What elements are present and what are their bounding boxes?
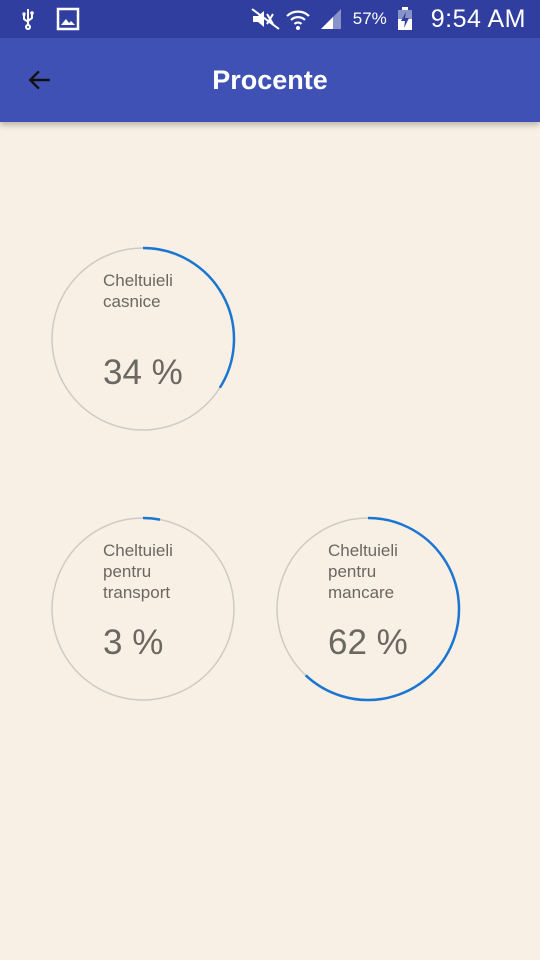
card-label-line: pentru bbox=[328, 562, 377, 581]
card-label-line: Cheltuieli bbox=[103, 541, 173, 560]
percent-card-transport: Cheltuieli pentru transport 3 % bbox=[50, 516, 236, 702]
progress-ring bbox=[51, 516, 235, 701]
clock: 9:54 AM bbox=[430, 5, 526, 33]
card-label-line: casnice bbox=[103, 292, 161, 311]
ring-progress-arc bbox=[142, 516, 161, 521]
percent-value: 3 % bbox=[103, 623, 164, 662]
gallery-icon bbox=[56, 7, 80, 31]
ring-progress-arc bbox=[304, 516, 461, 702]
percent-card-household: Cheltuieli casnice 34 % bbox=[50, 246, 236, 432]
wifi-icon bbox=[285, 7, 310, 31]
card-label: Cheltuieli pentru mancare bbox=[328, 540, 448, 603]
signal-icon bbox=[319, 7, 343, 31]
battery-charging-icon bbox=[397, 7, 421, 31]
ring-progress-arc bbox=[142, 246, 236, 389]
status-bar: 57% 9:54 AM bbox=[0, 0, 540, 38]
mute-icon bbox=[251, 7, 280, 31]
progress-ring bbox=[51, 246, 236, 431]
back-arrow-icon bbox=[27, 67, 53, 98]
percent-card-food: Cheltuieli pentru mancare 62 % bbox=[275, 516, 461, 702]
card-label-line: Cheltuieli bbox=[103, 271, 173, 290]
card-label-line: Cheltuieli bbox=[328, 541, 398, 560]
progress-ring bbox=[276, 516, 461, 702]
card-label: Cheltuieli pentru transport bbox=[103, 540, 223, 603]
usb-icon bbox=[16, 7, 40, 31]
page-title: Procente bbox=[212, 65, 328, 95]
percent-value: 62 % bbox=[328, 623, 408, 662]
app-bar: Procente bbox=[0, 38, 540, 122]
card-label-line: mancare bbox=[328, 583, 395, 602]
card-label-line: transport bbox=[103, 583, 171, 602]
percent-value: 34 % bbox=[103, 353, 183, 392]
card-label-line: pentru bbox=[103, 562, 152, 581]
card-label: Cheltuieli casnice bbox=[103, 270, 223, 312]
back-button[interactable] bbox=[18, 60, 62, 104]
battery-percent: 57% bbox=[352, 9, 387, 28]
